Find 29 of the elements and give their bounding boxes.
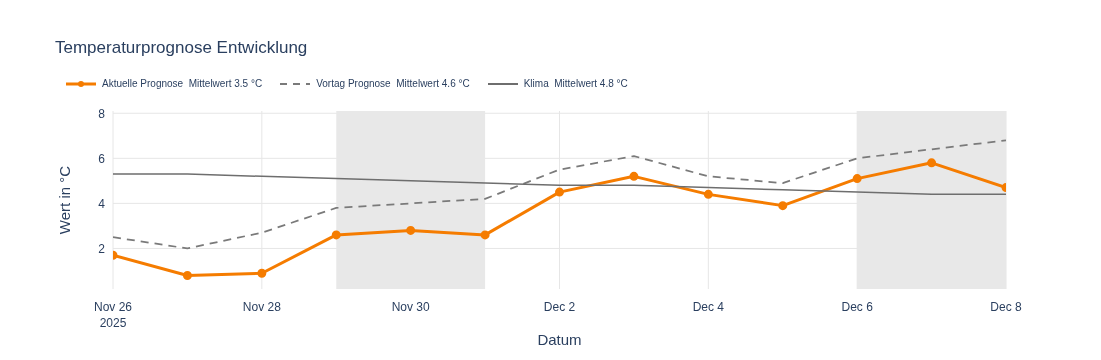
- y-tick-label: 2: [98, 241, 106, 256]
- x-axis-title: Datum: [536, 331, 583, 348]
- legend-label: Aktuelle Prognose Mittelwert 3.5 °C: [102, 78, 263, 89]
- y-tick-label: 8: [98, 106, 106, 121]
- x-tick-label: Dec 4: [692, 300, 725, 314]
- x-tick-label: Dec 6: [841, 300, 874, 314]
- y-tick-label: 6: [98, 151, 106, 166]
- point: [629, 171, 639, 181]
- point: [852, 174, 862, 184]
- point: [703, 189, 713, 199]
- point: [927, 158, 937, 168]
- point: [555, 187, 564, 197]
- point: [182, 270, 192, 280]
- x-tick-label: Nov 28: [242, 300, 282, 314]
- legend-label: Klima Mittelwert 4.8 °C: [523, 78, 628, 89]
- point: [406, 225, 416, 235]
- point: [778, 201, 788, 211]
- point: [331, 230, 341, 240]
- legend-label: Vortag Prognose Mittelwert 4.6 °C: [316, 78, 470, 89]
- x-tick-label: Dec 8: [990, 300, 1022, 314]
- line-series: [113, 139, 1006, 250]
- point: [257, 268, 267, 278]
- y-axis-title: Wert in °C: [56, 165, 74, 235]
- chart-title: Temperaturprognose Entwicklung: [55, 38, 308, 58]
- y-tick-label: 4: [98, 196, 106, 211]
- x-tick-label: Dec 2: [543, 300, 576, 314]
- point: [480, 230, 490, 240]
- x-tick-label: Nov 30: [391, 300, 430, 314]
- x-tick-label: Nov 26 2025: [93, 300, 133, 330]
